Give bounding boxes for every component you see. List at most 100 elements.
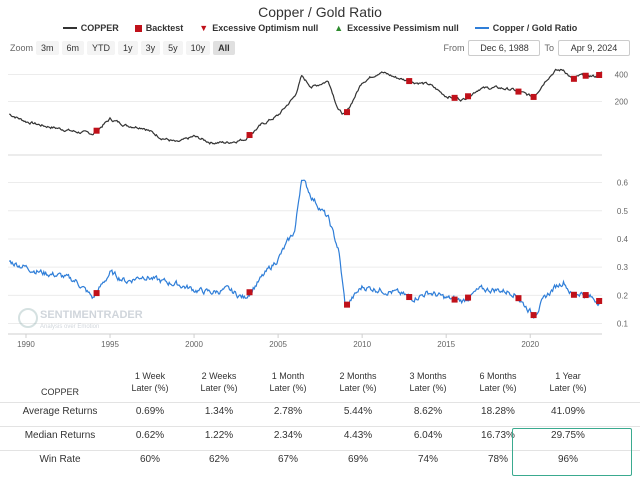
from-label: From xyxy=(443,43,465,53)
zoom-ytd-button[interactable]: YTD xyxy=(87,41,116,55)
watermark: SENTIMENTRADER Analysis over Emotion xyxy=(18,308,143,330)
legend-label: Backtest xyxy=(145,23,184,33)
zoom-6m-button[interactable]: 6m xyxy=(61,41,85,55)
backtest-marker xyxy=(344,109,351,116)
table-cell: 78% xyxy=(487,454,508,465)
legend-item-ratio[interactable]: Copper / Gold Ratio xyxy=(474,23,577,33)
table-cell: 6.04% xyxy=(413,430,443,441)
backtest-marker xyxy=(515,88,522,95)
backtest-marker xyxy=(530,312,537,319)
table-cell: 41.09% xyxy=(551,406,585,417)
backtest-marker xyxy=(596,297,603,304)
legend-label: Excessive Optimism null xyxy=(212,23,319,33)
legend-item-excessive-pessimism[interactable]: ▲ Excessive Pessimism null xyxy=(334,23,459,33)
x-tick-label: 1995 xyxy=(101,340,119,349)
axes: 200 400 0.1 0.2 0.3 0.4 0.5 0.6 1990 1995 2000 2005… xyxy=(8,70,629,349)
backtest-marker xyxy=(582,292,589,299)
y-tick-label: 0.6 xyxy=(617,179,629,188)
y-tick-label: 0.3 xyxy=(617,263,629,272)
table-cell: 2.78% xyxy=(273,406,303,417)
x-tick-label: 2015 xyxy=(437,340,455,349)
table-cell: 62% xyxy=(208,454,229,465)
table-cell: 16.73% xyxy=(481,430,515,441)
backtest-marker xyxy=(406,294,413,301)
backtest-marker xyxy=(465,294,472,301)
column-header: 6 Months Later (%) xyxy=(479,371,517,393)
x-tick-label: 2000 xyxy=(185,340,203,349)
table-cell: 18.28% xyxy=(481,406,515,417)
to-label: To xyxy=(544,43,554,53)
line-swatch-icon xyxy=(62,27,77,29)
table-cell: 1.34% xyxy=(204,406,234,417)
table-cell: 29.75% xyxy=(551,430,585,441)
backtest-marker xyxy=(451,94,458,101)
backtest-marker xyxy=(596,72,603,79)
legend-item-backtest[interactable]: Backtest xyxy=(134,23,184,33)
y-tick-label: 0.4 xyxy=(617,235,629,244)
backtest-marker xyxy=(451,296,458,303)
zoom-3y-button[interactable]: 3y xyxy=(140,41,161,55)
column-header: 1 Month Later (%) xyxy=(269,371,307,393)
row-divider xyxy=(0,426,640,427)
watermark-tagline: Analysis over Emotion xyxy=(40,324,99,330)
table-row: Win Rate 60% 62% 67% 69% 74% 78% 96% xyxy=(0,454,640,478)
legend-label: Excessive Pessimism null xyxy=(347,23,459,33)
x-tick-label: 2010 xyxy=(353,340,371,349)
column-header: 1 Year Later (%) xyxy=(549,371,587,393)
table-cell: 74% xyxy=(417,454,438,465)
table-cell: 60% xyxy=(139,454,160,465)
triangle-up-icon: ▲ xyxy=(334,22,344,33)
backtest-marker xyxy=(93,127,100,134)
column-header: 3 Months Later (%) xyxy=(409,371,447,393)
legend-item-excessive-optimism[interactable]: ▼ Excessive Optimism null xyxy=(199,23,318,33)
table-cell: 1.22% xyxy=(204,430,234,441)
column-header: 1 Week Later (%) xyxy=(131,371,169,393)
x-tick-label: 2020 xyxy=(521,340,539,349)
backtest-marker xyxy=(93,290,100,297)
zoom-all-button[interactable]: All xyxy=(213,41,235,55)
copper-gold-ratio-line xyxy=(8,179,603,320)
table-cell: 96% xyxy=(557,454,578,465)
series xyxy=(8,68,603,320)
backtest-marker xyxy=(246,289,253,296)
backtest-marker xyxy=(582,72,589,79)
backtest-marker xyxy=(530,93,537,100)
backtest-marker xyxy=(246,132,253,139)
grid xyxy=(8,73,602,325)
zoom-5y-button[interactable]: 5y xyxy=(163,41,183,55)
row-label: Average Returns xyxy=(22,406,98,417)
y-tick-label: 0.5 xyxy=(617,207,629,216)
table-cell: 5.44% xyxy=(343,406,373,417)
highlight-box xyxy=(512,428,632,476)
legend-label: COPPER xyxy=(80,23,119,33)
zoom-1y-button[interactable]: 1y xyxy=(118,41,138,55)
zoom-10y-button[interactable]: 10y xyxy=(185,41,211,55)
to-date-input[interactable]: Apr 9, 2024 xyxy=(558,40,630,56)
square-swatch-icon xyxy=(134,24,142,32)
y-tick-label: 0.1 xyxy=(617,320,629,329)
chart-title: Copper / Gold Ratio xyxy=(258,4,382,20)
table-cell: 69% xyxy=(347,454,368,465)
y-tick-label: 400 xyxy=(615,70,629,79)
row-label: Median Returns xyxy=(24,430,96,441)
watermark-logo-icon xyxy=(18,308,38,328)
table-row: Median Returns 0.62% 1.22% 2.34% 4.43% 6.04% 1… xyxy=(0,430,640,454)
column-header: 2 Months Later (%) xyxy=(339,371,377,393)
table-cell: 67% xyxy=(277,454,298,465)
table-row: Average Returns 0.69% 1.34% 2.78% 5.44% 8.62%… xyxy=(0,406,640,430)
from-date-input[interactable]: Dec 6, 1988 xyxy=(468,40,541,56)
table-cell: 0.69% xyxy=(135,406,165,417)
y-tick-label: 200 xyxy=(615,98,629,107)
legend-item-copper[interactable]: COPPER xyxy=(62,23,119,33)
backtest-marker xyxy=(570,75,577,82)
backtest-marker xyxy=(406,78,413,85)
legend: COPPER Backtest ▼ Excessive Optimism nul… xyxy=(0,23,640,33)
zoom-3m-button[interactable]: 3m xyxy=(36,41,59,55)
date-range: From Dec 6, 1988 To Apr 9, 2024 xyxy=(443,40,630,56)
backtest-marker xyxy=(344,301,351,308)
row-label: Win Rate xyxy=(39,454,81,465)
chart-svg: SENTIMENTRADER Analysis over Emotion 200… xyxy=(8,68,629,349)
backtest-marker xyxy=(465,93,472,100)
y-tick-label: 0.2 xyxy=(617,291,629,300)
row-divider xyxy=(0,450,640,451)
